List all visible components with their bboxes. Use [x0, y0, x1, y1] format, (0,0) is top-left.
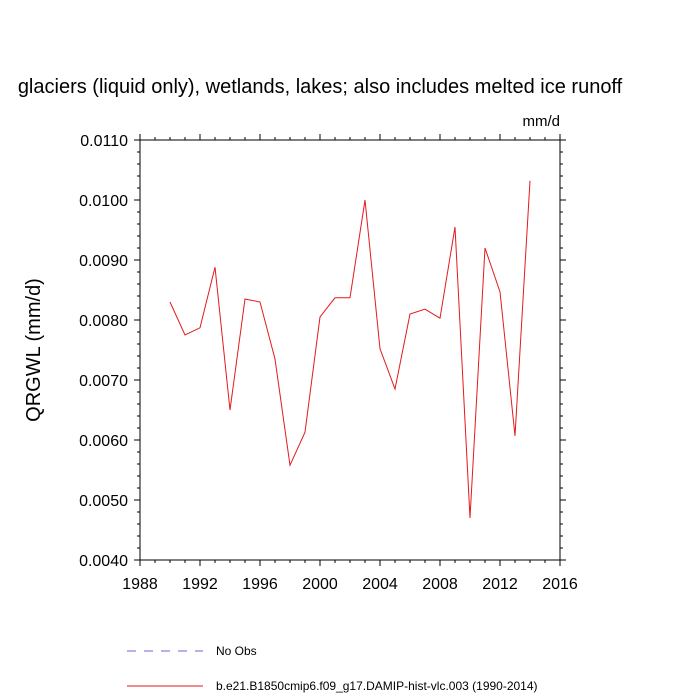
y-tick-label: 0.0070	[79, 373, 128, 390]
y-tick-label: 0.0100	[79, 193, 128, 210]
x-tick-label: 2008	[422, 576, 458, 593]
x-tick-label: 2000	[302, 576, 338, 593]
y-tick-label: 0.0060	[79, 433, 128, 450]
y-tick-label: 0.0080	[79, 313, 128, 330]
y-axis-label: QRGWL (mm/d)	[23, 278, 45, 422]
x-tick-label: 1992	[182, 576, 218, 593]
x-tick-label: 1996	[242, 576, 278, 593]
x-tick-label: 2016	[542, 576, 578, 593]
units-label: mm/d	[523, 113, 561, 130]
y-tick-label: 0.0040	[79, 553, 128, 570]
plot-area: 1988 1992 1996 2000 2004 2008 2012 2016 0.0040 0.…	[79, 133, 578, 593]
y-tick-label: 0.0090	[79, 253, 128, 270]
chart-title: glaciers (liquid only), wetlands, lakes;…	[18, 76, 623, 98]
x-tick-label: 2012	[482, 576, 518, 593]
x-tick-label: 2004	[362, 576, 398, 593]
legend: No Obs b.e21.B1850cmip6.f09_g17.DAMIP-his…	[127, 644, 538, 693]
data-series-line	[169, 180, 531, 519]
legend-label: b.e21.B1850cmip6.f09_g17.DAMIP-hist-vlc.…	[216, 679, 538, 693]
y-tick-label: 0.0050	[79, 493, 128, 510]
y-tick-label: 0.0110	[80, 133, 128, 150]
legend-label: No Obs	[216, 644, 257, 658]
plot-frame	[139, 139, 561, 561]
x-tick-label: 1988	[122, 576, 158, 593]
